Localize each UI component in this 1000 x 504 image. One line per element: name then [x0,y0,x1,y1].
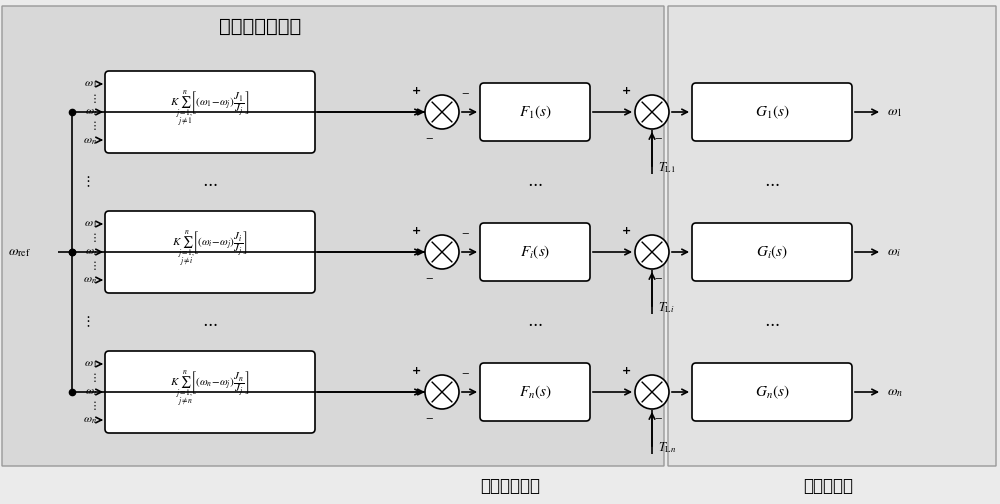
Text: $\vdots$: $\vdots$ [91,119,97,133]
Circle shape [635,95,669,129]
Text: $\cdots$: $\cdots$ [202,313,218,331]
Text: $\vdots$: $\vdots$ [91,92,97,104]
Text: $\omega_i$: $\omega_i$ [85,245,97,259]
FancyBboxPatch shape [105,351,315,433]
Text: $\omega_i$: $\omega_i$ [85,386,97,399]
Text: +: + [622,366,631,376]
Text: $\omega_n$: $\omega_n$ [83,134,97,147]
Text: $\cdots$: $\cdots$ [527,313,543,331]
FancyBboxPatch shape [480,83,590,141]
Text: +: + [622,86,631,96]
Text: $\omega_i$: $\omega_i$ [85,105,97,118]
Text: $-$: $-$ [654,411,663,421]
FancyBboxPatch shape [480,363,590,421]
Text: 转速环控制器: 转速环控制器 [480,477,540,495]
Text: $\vdots$: $\vdots$ [84,175,90,190]
Text: $T_{\rm L1}$: $T_{\rm L1}$ [658,161,676,175]
Text: +: + [622,226,631,236]
Text: $\cdots$: $\cdots$ [202,173,218,191]
FancyBboxPatch shape [105,71,315,153]
Text: $F_1(s)$: $F_1(s)$ [519,103,551,120]
FancyBboxPatch shape [692,223,852,281]
Text: $\omega_1$: $\omega_1$ [887,105,902,119]
Text: $K\!\sum_{\substack{j=1,\\j\neq i}}^{n}\!\!\left[(\omega_i\!-\!\omega_j)\dfrac{J: $K\!\sum_{\substack{j=1,\\j\neq i}}^{n}\… [172,229,248,270]
Text: $F_i(s)$: $F_i(s)$ [520,243,550,261]
Text: $\omega_1$: $\omega_1$ [84,78,97,91]
Text: $-$: $-$ [425,411,433,421]
FancyBboxPatch shape [105,211,315,293]
Text: $\cdots$: $\cdots$ [764,173,780,191]
Text: $\omega_{\rm ref}$: $\omega_{\rm ref}$ [8,245,31,259]
FancyBboxPatch shape [668,6,996,466]
FancyBboxPatch shape [692,363,852,421]
Text: $K\!\sum_{\substack{j=1,\\j\neq 1}}^{n}\!\!\left[(\omega_1\!-\!\omega_j)\dfrac{J: $K\!\sum_{\substack{j=1,\\j\neq 1}}^{n}\… [170,89,250,130]
Circle shape [425,375,459,409]
Circle shape [425,95,459,129]
Text: $\omega_1$: $\omega_1$ [84,218,97,230]
Text: 多电机系统: 多电机系统 [803,477,853,495]
Text: $G_n(s)$: $G_n(s)$ [755,384,789,401]
FancyBboxPatch shape [2,6,664,466]
Circle shape [635,235,669,269]
Text: $\vdots$: $\vdots$ [91,231,97,244]
Text: $\omega_n$: $\omega_n$ [83,274,97,286]
Text: $\vdots$: $\vdots$ [91,400,97,412]
Text: $T_{{\rm L}i}$: $T_{{\rm L}i}$ [658,300,675,316]
Text: $-$: $-$ [461,86,470,96]
Circle shape [425,235,459,269]
Text: $G_i(s)$: $G_i(s)$ [756,243,788,261]
Text: $-$: $-$ [461,226,470,236]
Text: $-$: $-$ [425,131,433,141]
Text: $K\!\sum_{\substack{j=1,\\j\neq n}}^{n}\!\!\left[(\omega_n\!-\!\omega_j)\dfrac{J: $K\!\sum_{\substack{j=1,\\j\neq n}}^{n}\… [170,368,250,409]
Text: $F_n(s)$: $F_n(s)$ [519,384,551,401]
FancyBboxPatch shape [480,223,590,281]
Text: +: + [412,86,421,96]
Text: +: + [412,366,421,376]
Text: $\vdots$: $\vdots$ [84,314,90,329]
Text: $\vdots$: $\vdots$ [91,260,97,273]
Text: $\omega_i$: $\omega_i$ [887,245,901,259]
Text: $\omega_1$: $\omega_1$ [84,357,97,370]
FancyBboxPatch shape [692,83,852,141]
Text: +: + [412,226,421,236]
Text: $\vdots$: $\vdots$ [91,371,97,385]
Circle shape [635,375,669,409]
Text: $\omega_n$: $\omega_n$ [83,413,97,426]
Text: $-$: $-$ [654,131,663,141]
Text: $-$: $-$ [461,366,470,376]
Text: $\omega_n$: $\omega_n$ [887,385,903,399]
Text: $\cdots$: $\cdots$ [527,173,543,191]
Text: $T_{{\rm L}n}$: $T_{{\rm L}n}$ [658,440,676,456]
Text: 转速给定与补偿: 转速给定与补偿 [219,17,301,35]
Text: $\cdots$: $\cdots$ [764,313,780,331]
Text: $-$: $-$ [654,271,663,281]
Text: $-$: $-$ [425,271,433,281]
Text: $G_1(s)$: $G_1(s)$ [755,103,789,120]
